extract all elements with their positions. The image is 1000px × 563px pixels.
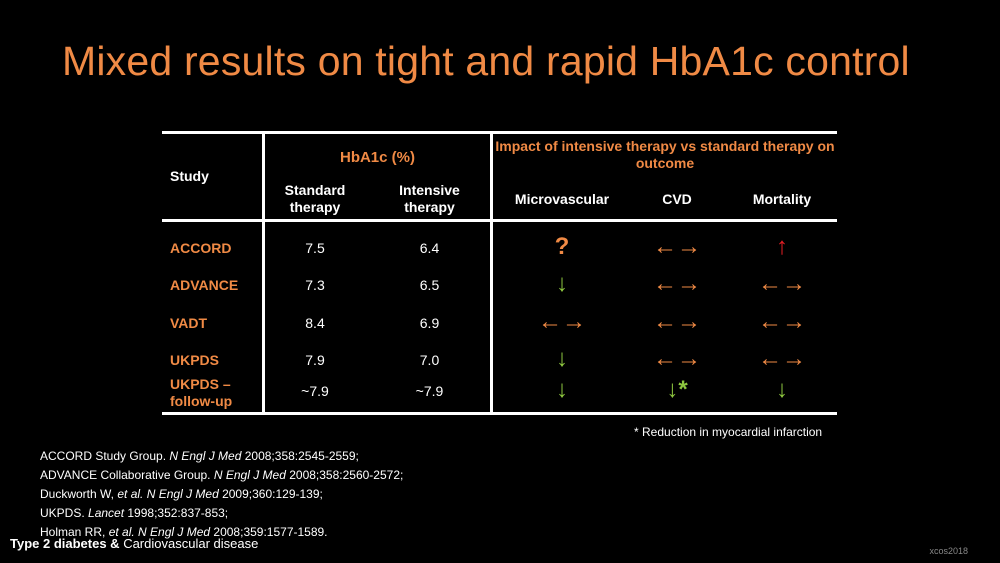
table-header-rule [162,219,837,222]
microvascular-header: Microvascular [514,191,610,207]
table-bottom-rule [162,412,837,415]
microvascular-outcome-icon: ↓ [556,376,568,403]
reference-line: ADVANCE Collaborative Group. N Engl J Me… [40,466,403,485]
slide-code: xcos2018 [929,546,968,556]
reference-line: Holman RR, et al. N Engl J Med 2008;359:… [40,523,403,542]
intensive-value: 7.0 [419,352,440,368]
study-header: Study [170,168,209,184]
microvascular-outcome-icon: ↓ [556,345,568,372]
intensive-value: 6.4 [419,240,440,256]
reference-pre: Holman RR, [40,525,109,539]
study-name: UKPDS – follow-up [170,376,233,409]
intensive-value: 6.9 [419,315,440,331]
mortality-outcome-icon: ←→ [758,345,806,372]
intensive-value: ~7.9 [415,383,444,399]
references: ACCORD Study Group. N Engl J Med 2008;35… [40,447,403,542]
cvd-outcome-icon: ↓* [666,376,688,403]
reference-line: UKPDS. Lancet 1998;352:837-853; [40,504,403,523]
impact-header: Impact of intensive therapy vs standard … [495,138,835,171]
standard-value: ~7.9 [301,383,329,399]
table-divider-left [262,131,265,415]
cvd-header: CVD [662,191,692,207]
microvascular-outcome-icon: ? [554,233,570,260]
footer-topic-bold: Type 2 diabetes & [10,536,120,551]
study-name: ACCORD [170,240,232,256]
reference-post: 2008;358:2560-2572; [285,468,404,482]
reference-post: 2009;360:129-139; [218,487,323,501]
table-top-rule [162,131,837,134]
standard-value: 7.9 [305,352,325,368]
cvd-outcome-icon: ←→ [653,233,701,260]
table-divider-right [490,131,493,415]
mortality-outcome-icon: ↓ [776,376,788,403]
mortality-outcome-icon: ↑ [776,233,788,260]
intensive-value: 6.5 [419,277,440,293]
microvascular-outcome-icon: ↓ [556,270,568,297]
reference-etal: et al. [108,525,135,539]
study-name: VADT [170,315,208,331]
study-name: ADVANCE [170,277,239,293]
reference-journal: Lancet [88,506,125,520]
reference-pre: Duckworth W, [40,487,118,501]
cvd-outcome-icon: ←→ [653,270,701,297]
slide-title: Mixed results on tight and rapid HbA1c c… [62,38,910,84]
footnote: * Reduction in myocardial infarction [634,425,823,439]
mortality-outcome-icon: ←→ [758,308,806,335]
reference-post: 2008;359:1577-1589. [210,525,328,539]
reference-post: 2008;358:2545-2559; [241,449,359,463]
reference-post: 1998;352:837-853; [124,506,229,520]
standard-value: 8.4 [305,315,325,331]
results-table: Study HbA1c (%) Standard therapy Intensi… [162,131,837,415]
standard-value: 7.3 [305,277,325,293]
reference-pre: ACCORD Study Group. [40,449,170,463]
mortality-outcome-icon: ←→ [758,270,806,297]
reference-journal: N Engl J Med [213,468,286,482]
footer-topic-rest: Cardiovascular disease [119,536,259,551]
footer-topic: Type 2 diabetes & Cardiovascular disease [10,536,258,551]
intensive-therapy-header: Intensive therapy [399,182,460,215]
mortality-header: Mortality [752,191,812,207]
study-name: UKPDS [170,352,220,368]
reference-pre: ADVANCE Collaborative Group. [40,468,214,482]
hba1c-header: HbA1c (%) [339,149,415,166]
reference-journal: N Engl J Med [169,449,242,463]
microvascular-outcome-icon: ←→ [538,308,586,335]
cvd-outcome-icon: ←→ [653,308,701,335]
reference-journal: N Engl J Med [146,487,219,501]
standard-value: 7.5 [305,240,325,256]
reference-journal: N Engl J Med [138,525,211,539]
standard-therapy-header: Standard therapy [284,182,346,215]
reference-pre: UKPDS. [40,506,89,520]
cvd-outcome-icon: ←→ [653,345,701,372]
reference-line: ACCORD Study Group. N Engl J Med 2008;35… [40,447,403,466]
reference-etal: et al. [117,487,144,501]
reference-line: Duckworth W, et al. N Engl J Med 2009;36… [40,485,403,504]
